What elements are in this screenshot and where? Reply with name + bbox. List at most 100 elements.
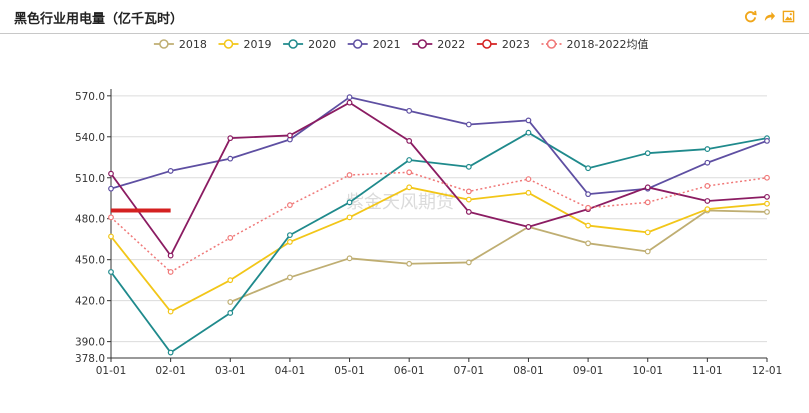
data-point[interactable] xyxy=(764,193,770,200)
data-point[interactable] xyxy=(764,200,770,207)
data-point[interactable] xyxy=(644,184,651,191)
share-icon[interactable] xyxy=(763,10,776,23)
series-line[interactable] xyxy=(110,186,768,313)
data-point[interactable] xyxy=(525,176,532,183)
data-point[interactable] xyxy=(704,183,711,189)
y-tick-label: 540.0 xyxy=(75,132,105,144)
data-point[interactable] xyxy=(227,310,234,316)
series-line[interactable] xyxy=(110,131,768,354)
series-line[interactable] xyxy=(229,209,768,303)
data-point[interactable] xyxy=(287,132,293,139)
data-point[interactable] xyxy=(287,239,293,245)
data-point[interactable] xyxy=(585,222,591,229)
legend-label: 2019 xyxy=(244,38,272,51)
data-point[interactable] xyxy=(465,196,472,203)
data-point[interactable] xyxy=(465,188,472,195)
series-line[interactable] xyxy=(110,101,768,257)
legend-item-2023[interactable]: 2023 xyxy=(476,38,530,51)
data-point[interactable] xyxy=(525,117,532,124)
data-point[interactable] xyxy=(167,349,174,356)
data-point[interactable] xyxy=(346,255,353,262)
legend-item-2022[interactable]: 2022 xyxy=(412,38,465,51)
data-point[interactable] xyxy=(585,165,591,172)
series-2020 xyxy=(108,129,770,356)
data-point[interactable] xyxy=(406,157,413,163)
legend-item-2018[interactable]: 2018 xyxy=(153,38,207,51)
series-2018-2022均值 xyxy=(108,169,770,275)
data-point[interactable] xyxy=(167,168,174,174)
x-tick-label: 12-01 xyxy=(752,365,783,377)
data-point[interactable] xyxy=(644,199,651,206)
x-tick-label: 10-01 xyxy=(632,365,663,377)
save-image-icon[interactable] xyxy=(782,10,795,23)
axes: 378.0 390.0 420.0 450.0 480.0 510.0 540.0 570.0… xyxy=(75,89,782,377)
legend-label: 2021 xyxy=(373,38,401,51)
data-point[interactable] xyxy=(346,99,353,106)
data-point[interactable] xyxy=(346,94,353,101)
data-point[interactable] xyxy=(406,169,413,176)
y-tick-label: 450.0 xyxy=(75,255,105,267)
data-point[interactable] xyxy=(227,299,234,305)
data-point[interactable] xyxy=(406,137,413,144)
legend-item-2021[interactable]: 2021 xyxy=(347,38,401,51)
legend-symbol-marker xyxy=(482,39,492,49)
legend-item-2019[interactable]: 2019 xyxy=(218,38,272,51)
refresh-icon[interactable] xyxy=(744,10,757,23)
data-point[interactable] xyxy=(167,269,174,275)
data-point[interactable] xyxy=(227,277,234,284)
data-point[interactable] xyxy=(346,199,353,206)
data-point[interactable] xyxy=(406,260,413,267)
data-point[interactable] xyxy=(108,214,114,221)
data-point[interactable] xyxy=(525,189,532,196)
data-point[interactable] xyxy=(585,204,591,211)
data-point[interactable] xyxy=(406,184,413,191)
y-tick-label: 378.0 xyxy=(75,353,105,365)
data-point[interactable] xyxy=(465,121,472,128)
legend-item-2018-2022均值[interactable]: 2018-2022均值 xyxy=(541,38,649,51)
data-point[interactable] xyxy=(346,214,353,221)
data-point[interactable] xyxy=(644,150,651,157)
series-2018 xyxy=(227,207,770,305)
data-point[interactable] xyxy=(644,229,651,236)
data-point[interactable] xyxy=(227,234,234,241)
series-line[interactable] xyxy=(110,96,768,196)
data-point[interactable] xyxy=(167,252,174,259)
data-point[interactable] xyxy=(108,233,114,240)
series-group xyxy=(108,94,770,356)
data-point[interactable] xyxy=(108,170,114,177)
data-point[interactable] xyxy=(704,206,711,213)
data-point[interactable] xyxy=(346,172,353,178)
data-point[interactable] xyxy=(525,129,532,136)
x-tick-label: 03-01 xyxy=(215,365,246,377)
data-point[interactable] xyxy=(764,208,770,215)
legend-item-2020[interactable]: 2020 xyxy=(283,38,336,51)
data-point[interactable] xyxy=(227,135,234,142)
data-point[interactable] xyxy=(287,274,293,281)
data-point[interactable] xyxy=(764,137,770,144)
data-point[interactable] xyxy=(465,163,472,170)
data-point[interactable] xyxy=(704,159,711,166)
legend-symbol-marker xyxy=(546,39,557,49)
data-point[interactable] xyxy=(227,155,234,162)
data-point[interactable] xyxy=(704,198,711,204)
data-point[interactable] xyxy=(465,259,472,266)
data-point[interactable] xyxy=(585,191,591,198)
data-point[interactable] xyxy=(406,107,413,114)
legend-label: 2018-2022均值 xyxy=(567,38,649,51)
data-point[interactable] xyxy=(108,185,114,192)
data-point[interactable] xyxy=(644,248,651,255)
data-point[interactable] xyxy=(764,174,770,181)
series-line[interactable] xyxy=(110,171,768,273)
x-tick-label: 11-01 xyxy=(692,365,723,377)
data-point[interactable] xyxy=(287,232,293,239)
data-point[interactable] xyxy=(585,240,591,247)
data-point[interactable] xyxy=(704,146,711,152)
data-point[interactable] xyxy=(525,224,532,230)
data-point[interactable] xyxy=(287,202,293,208)
legend-symbol-marker xyxy=(223,39,234,49)
data-point[interactable] xyxy=(167,308,174,315)
data-point[interactable] xyxy=(465,208,472,215)
data-point[interactable] xyxy=(108,269,114,275)
legend-symbol-marker xyxy=(417,39,428,49)
